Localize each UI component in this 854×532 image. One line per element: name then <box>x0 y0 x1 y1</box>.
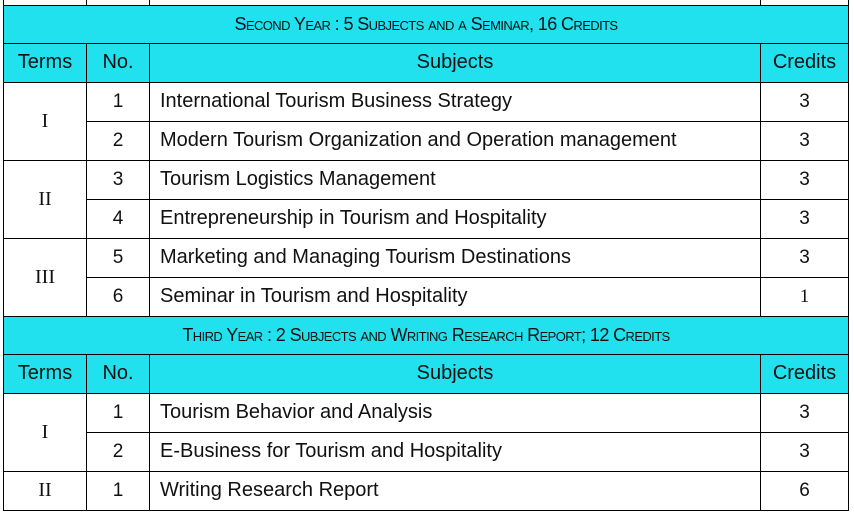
subject-name: Tourism Behavior and Analysis <box>149 392 761 433</box>
table-row: 6 Seminar in Tourism and Hospitality 1 <box>4 276 849 317</box>
subject-number: 3 <box>86 159 150 200</box>
subject-credits: 3 <box>760 198 849 239</box>
subject-number: 4 <box>86 198 150 239</box>
table-row: 4 Entrepreneurship in Tourism and Hospit… <box>4 198 849 239</box>
header-subjects: Subjects <box>149 353 761 394</box>
subject-name: International Tourism Business Strategy <box>149 81 761 122</box>
term-cell: II <box>3 159 87 239</box>
subject-credits: 3 <box>760 159 849 200</box>
subject-name: E-Business for Tourism and Hospitality <box>149 431 761 472</box>
subject-name: Writing Research Report <box>149 470 761 511</box>
subject-credits: 3 <box>760 237 849 278</box>
subject-number: 1 <box>86 392 150 433</box>
header-no: No. <box>86 353 150 394</box>
third-year-banner: Third Year : 2 Subjects and Writing Rese… <box>3 315 849 355</box>
second-year-header-row: Terms No. Subjects Credits <box>3 42 849 83</box>
term-cell: II <box>3 470 87 511</box>
header-no: No. <box>86 42 150 83</box>
term-cell: I <box>3 392 87 472</box>
subject-name: Seminar in Tourism and Hospitality <box>149 276 761 317</box>
subject-credits: 6 <box>760 470 849 511</box>
subject-number: 6 <box>86 276 150 317</box>
third-year-header-row: Terms No. Subjects Credits <box>3 353 849 394</box>
header-terms: Terms <box>3 42 87 83</box>
second-year-banner-row: Second Year : 5 Subjects and a Seminar, … <box>3 4 849 44</box>
curriculum-table: Second Year : 5 Subjects and a Seminar, … <box>3 0 849 511</box>
table-row: I 1 International Tourism Business Strat… <box>3 81 849 161</box>
table-row: I 1 Tourism Behavior and Analysis 3 <box>3 392 849 472</box>
subject-number: 2 <box>86 120 150 161</box>
term-cell: III <box>3 237 87 317</box>
subject-credits: 3 <box>760 81 849 122</box>
header-subjects: Subjects <box>149 42 761 83</box>
subject-credits: 3 <box>760 120 849 161</box>
subject-credits: 3 <box>760 431 849 472</box>
table-row: III 5 Marketing and Managing Tourism Des… <box>3 237 849 317</box>
subject-name: Modern Tourism Organization and Operatio… <box>149 120 761 161</box>
second-year-banner: Second Year : 5 Subjects and a Seminar, … <box>3 4 849 44</box>
subject-number: 1 <box>86 470 150 511</box>
subject-credits: 3 <box>760 392 849 433</box>
table-row: 2 E-Business for Tourism and Hospitality… <box>4 431 849 472</box>
subject-number: 2 <box>86 431 150 472</box>
subject-credits: 1 <box>760 276 849 317</box>
subject-name: Entrepreneurship in Tourism and Hospital… <box>149 198 761 239</box>
table-row: II 3 Tourism Logistics Management 3 <box>3 159 849 239</box>
term-cell: I <box>3 81 87 161</box>
subject-number: 1 <box>86 81 150 122</box>
header-credits: Credits <box>760 353 849 394</box>
subject-number: 5 <box>86 237 150 278</box>
table-row: II 1 Writing Research Report 6 <box>3 470 849 511</box>
header-terms: Terms <box>3 353 87 394</box>
subject-name: Marketing and Managing Tourism Destinati… <box>149 237 761 278</box>
subject-name: Tourism Logistics Management <box>149 159 761 200</box>
curriculum-table-container: Second Year : 5 Subjects and a Seminar, … <box>3 0 849 511</box>
third-year-banner-row: Third Year : 2 Subjects and Writing Rese… <box>3 315 849 355</box>
header-credits: Credits <box>760 42 849 83</box>
table-row: 2 Modern Tourism Organization and Operat… <box>4 120 849 161</box>
